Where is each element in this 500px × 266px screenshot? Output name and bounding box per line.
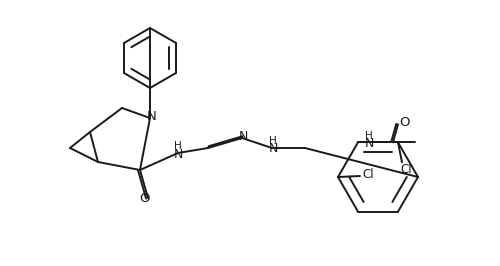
Text: N: N <box>238 131 248 143</box>
Text: N: N <box>364 137 374 150</box>
Text: N: N <box>147 110 157 123</box>
Text: H: H <box>269 136 277 146</box>
Text: H: H <box>365 131 373 141</box>
Text: O: O <box>399 116 409 129</box>
Text: Cl: Cl <box>362 168 374 181</box>
Text: O: O <box>139 193 149 206</box>
Text: Cl: Cl <box>400 163 412 176</box>
Text: N: N <box>174 148 182 160</box>
Text: N: N <box>268 143 278 156</box>
Text: H: H <box>174 141 182 151</box>
